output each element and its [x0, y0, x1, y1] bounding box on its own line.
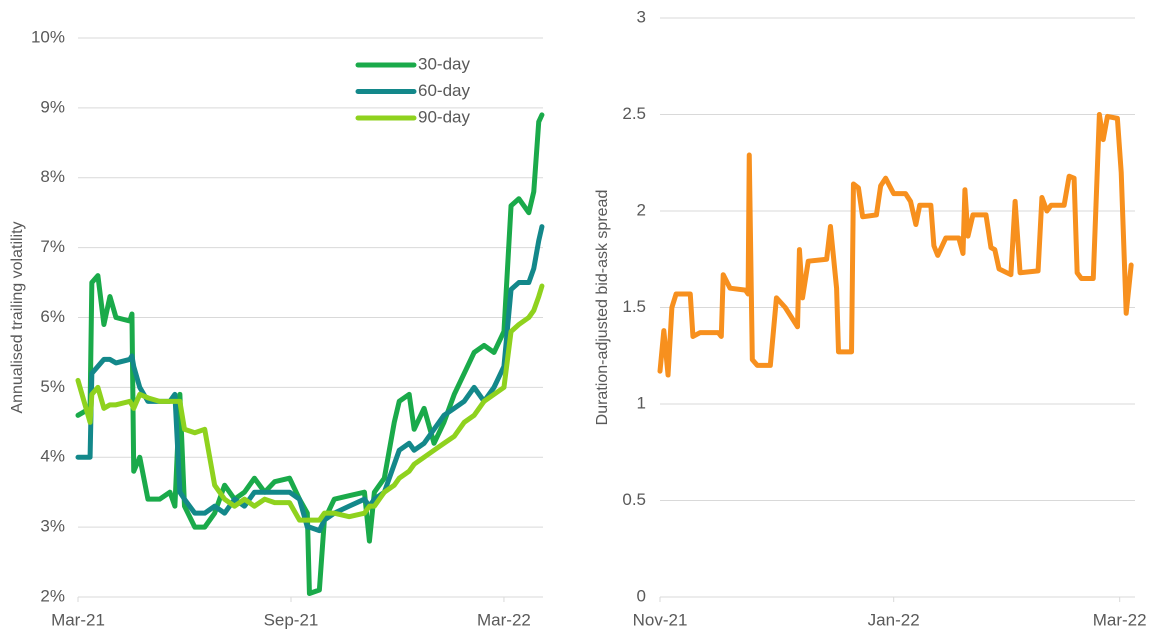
series-line [657, 112, 1134, 378]
x-tick-label: Sep-21 [264, 610, 319, 629]
x-tick-label: Mar-22 [477, 610, 531, 629]
y-tick-label: 0 [637, 586, 646, 605]
y-axis-title: Annualised trailing volatility [9, 221, 26, 413]
y-tick-label: 4% [40, 447, 65, 466]
legend-label: 60-day [418, 81, 470, 100]
x-tick-label: Mar-21 [51, 610, 105, 629]
y-tick-label: 6% [40, 307, 65, 326]
y-tick-label: 1 [637, 393, 646, 412]
series-line [75, 283, 545, 523]
y-tick-label: 2% [40, 586, 65, 605]
legend-label: 90-day [418, 107, 470, 126]
y-axis-title: Duration-adjusted bid-ask spread [594, 190, 611, 426]
y-tick-label: 9% [40, 97, 65, 116]
x-tick-label: Nov-21 [633, 610, 688, 629]
y-tick-label: 8% [40, 167, 65, 186]
y-tick-label: 3 [637, 7, 646, 26]
y-tick-label: 1.5 [622, 297, 646, 316]
y-tick-label: 2.5 [622, 104, 646, 123]
legend-label: 30-day [418, 54, 470, 73]
y-tick-label: 5% [40, 377, 65, 396]
y-tick-label: 3% [40, 517, 65, 536]
y-tick-label: 10% [31, 27, 65, 46]
y-tick-label: 0.5 [622, 490, 646, 509]
series-line [75, 112, 545, 597]
y-tick-label: 2 [637, 200, 646, 219]
series-line [75, 224, 545, 534]
x-tick-label: Mar-22 [1093, 610, 1147, 629]
y-tick-label: 7% [40, 237, 65, 256]
x-tick-label: Jan-22 [868, 610, 920, 629]
